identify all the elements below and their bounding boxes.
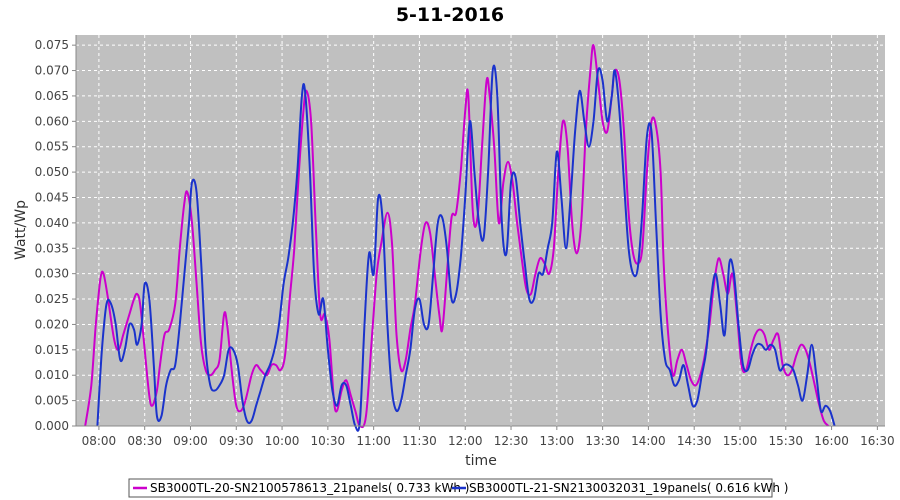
x-axis-ticks: 08:00 08:30 09:00 09:30 10:00 10:30 11:00 11:30…: [82, 426, 895, 448]
x-tick-label: 11:30: [402, 434, 437, 448]
y-tick-label: 0.060: [35, 114, 69, 128]
y-tick-label: 0.065: [35, 89, 69, 103]
x-tick-label: 10:00: [265, 434, 300, 448]
series-line-2: [96, 64, 836, 432]
y-tick-label: 0.030: [35, 267, 69, 281]
legend-entry-series-1: SB3000TL-20-SN2100578613_21panels( 0.733…: [150, 481, 469, 495]
y-tick-label: 0.075: [35, 38, 69, 52]
x-tick-label: 08:00: [82, 434, 117, 448]
y-tick-label: 0.015: [35, 343, 69, 357]
x-axis-label: time: [465, 453, 497, 469]
y-tick-label: 0.035: [35, 241, 69, 255]
y-tick-label: 0.070: [35, 64, 69, 78]
x-tick-label: 16:00: [814, 434, 849, 448]
x-tick-label: 10:30: [311, 434, 346, 448]
series-line-1: [84, 44, 830, 429]
y-tick-label: 0.005: [35, 394, 69, 408]
x-tick-label: 14:30: [677, 434, 712, 448]
y-tick-label: 0.045: [35, 190, 69, 204]
legend: SB3000TL-20-SN2100578613_21panels( 0.733…: [128, 478, 788, 498]
x-tick-label: 13:30: [585, 434, 620, 448]
x-tick-label: 16:30: [860, 434, 895, 448]
x-tick-label: 08:30: [127, 434, 162, 448]
chart-title: 5-11-2016: [396, 4, 504, 26]
legend-box: [128, 478, 773, 498]
x-tick-label: 13:00: [540, 434, 575, 448]
x-tick-label: 15:00: [723, 434, 758, 448]
x-tick-label: 09:30: [219, 434, 254, 448]
y-axis-label: Watt/Wp: [13, 200, 29, 260]
series-group: [84, 44, 836, 432]
y-tick-label: 0.010: [35, 368, 69, 382]
y-tick-label: 0.000: [35, 419, 69, 433]
y-tick-label: 0.040: [35, 216, 69, 230]
y-tick-label: 0.055: [35, 140, 69, 154]
x-tick-label: 15:30: [768, 434, 803, 448]
x-tick-label: 12:00: [448, 434, 483, 448]
y-axis-ticks: 0.000 0.005 0.010 0.015 0.020 0.025 0.030 0.035…: [35, 38, 76, 433]
y-tick-label: 0.020: [35, 317, 69, 331]
legend-entry-series-2: SB3000TL-21-SN2130032031_19panels( 0.616…: [469, 481, 788, 495]
x-tick-label: 14:00: [631, 434, 666, 448]
x-tick-label: 12:30: [494, 434, 529, 448]
y-tick-label: 0.050: [35, 165, 69, 179]
x-tick-label: 09:00: [173, 434, 208, 448]
y-tick-label: 0.025: [35, 292, 69, 306]
x-tick-label: 11:00: [356, 434, 391, 448]
